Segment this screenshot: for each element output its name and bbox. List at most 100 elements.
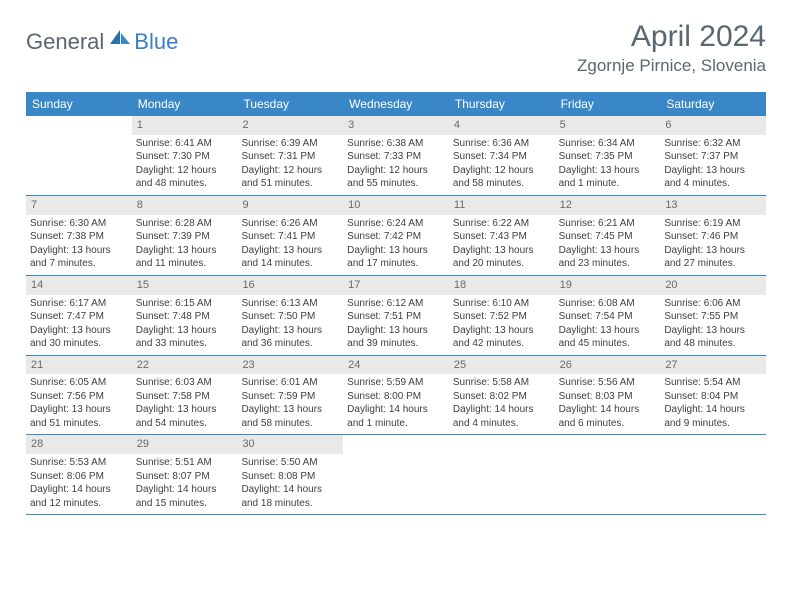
logo-sail-icon — [108, 28, 132, 51]
sunrise-text: Sunrise: 6:21 AM — [559, 217, 657, 231]
day-cell: 9Sunrise: 6:26 AMSunset: 7:41 PMDaylight… — [237, 196, 343, 275]
daylight-text: and 23 minutes. — [559, 257, 657, 271]
sunset-text: Sunset: 8:03 PM — [559, 390, 657, 404]
day-body: Sunrise: 6:17 AMSunset: 7:47 PMDaylight:… — [26, 295, 132, 355]
sunrise-text: Sunrise: 6:19 AM — [664, 217, 762, 231]
day-body: Sunrise: 6:06 AMSunset: 7:55 PMDaylight:… — [660, 295, 766, 355]
daylight-text: and 9 minutes. — [664, 417, 762, 431]
day-body: Sunrise: 6:15 AMSunset: 7:48 PMDaylight:… — [132, 295, 238, 355]
week-row: 21Sunrise: 6:05 AMSunset: 7:56 PMDayligh… — [26, 356, 766, 436]
location: Zgornje Pirnice, Slovenia — [577, 56, 766, 76]
day-number: 3 — [343, 116, 449, 135]
day-number: 29 — [132, 435, 238, 454]
logo-text-blue: Blue — [134, 29, 178, 55]
sunrise-text: Sunrise: 6:06 AM — [664, 297, 762, 311]
daylight-text: Daylight: 14 hours — [30, 483, 128, 497]
sunset-text: Sunset: 7:46 PM — [664, 230, 762, 244]
daylight-text: Daylight: 14 hours — [559, 403, 657, 417]
day-body: Sunrise: 6:21 AMSunset: 7:45 PMDaylight:… — [555, 215, 661, 275]
day-number: 11 — [449, 196, 555, 215]
day-cell: 27Sunrise: 5:54 AMSunset: 8:04 PMDayligh… — [660, 356, 766, 435]
day-cell: 17Sunrise: 6:12 AMSunset: 7:51 PMDayligh… — [343, 276, 449, 355]
sunset-text: Sunset: 7:33 PM — [347, 150, 445, 164]
day-number: 2 — [237, 116, 343, 135]
sunset-text: Sunset: 7:39 PM — [136, 230, 234, 244]
day-cell: 21Sunrise: 6:05 AMSunset: 7:56 PMDayligh… — [26, 356, 132, 435]
sunrise-text: Sunrise: 5:59 AM — [347, 376, 445, 390]
daylight-text: Daylight: 13 hours — [664, 324, 762, 338]
day-body: Sunrise: 6:34 AMSunset: 7:35 PMDaylight:… — [555, 135, 661, 195]
day-number: 4 — [449, 116, 555, 135]
month-title: April 2024 — [577, 20, 766, 54]
day-body: Sunrise: 6:36 AMSunset: 7:34 PMDaylight:… — [449, 135, 555, 195]
day-body: Sunrise: 5:54 AMSunset: 8:04 PMDaylight:… — [660, 374, 766, 434]
day-number: 23 — [237, 356, 343, 375]
daylight-text: Daylight: 13 hours — [559, 244, 657, 258]
day-cell: 28Sunrise: 5:53 AMSunset: 8:06 PMDayligh… — [26, 435, 132, 514]
daylight-text: and 48 minutes. — [136, 177, 234, 191]
daylight-text: Daylight: 13 hours — [136, 403, 234, 417]
day-number: 14 — [26, 276, 132, 295]
day-body: Sunrise: 6:24 AMSunset: 7:42 PMDaylight:… — [343, 215, 449, 275]
daylight-text: Daylight: 13 hours — [559, 324, 657, 338]
day-number: 10 — [343, 196, 449, 215]
sunset-text: Sunset: 7:45 PM — [559, 230, 657, 244]
day-number: 9 — [237, 196, 343, 215]
daylight-text: Daylight: 13 hours — [347, 244, 445, 258]
day-body: Sunrise: 6:28 AMSunset: 7:39 PMDaylight:… — [132, 215, 238, 275]
day-number: 13 — [660, 196, 766, 215]
daylight-text: and 12 minutes. — [30, 497, 128, 511]
daylight-text: Daylight: 13 hours — [241, 403, 339, 417]
daylight-text: and 1 minute. — [347, 417, 445, 431]
title-block: April 2024 Zgornje Pirnice, Slovenia — [577, 20, 766, 76]
sunrise-text: Sunrise: 6:41 AM — [136, 137, 234, 151]
daylight-text: and 18 minutes. — [241, 497, 339, 511]
week-row: 1Sunrise: 6:41 AMSunset: 7:30 PMDaylight… — [26, 116, 766, 196]
day-number: 15 — [132, 276, 238, 295]
daylight-text: Daylight: 13 hours — [136, 244, 234, 258]
day-cell: 16Sunrise: 6:13 AMSunset: 7:50 PMDayligh… — [237, 276, 343, 355]
sunrise-text: Sunrise: 6:13 AM — [241, 297, 339, 311]
sunset-text: Sunset: 7:54 PM — [559, 310, 657, 324]
daylight-text: and 6 minutes. — [559, 417, 657, 431]
day-number: 27 — [660, 356, 766, 375]
daylight-text: and 36 minutes. — [241, 337, 339, 351]
sunrise-text: Sunrise: 5:56 AM — [559, 376, 657, 390]
day-number: 25 — [449, 356, 555, 375]
day-cell: 1Sunrise: 6:41 AMSunset: 7:30 PMDaylight… — [132, 116, 238, 195]
day-number: 22 — [132, 356, 238, 375]
day-cell: 14Sunrise: 6:17 AMSunset: 7:47 PMDayligh… — [26, 276, 132, 355]
sunset-text: Sunset: 7:47 PM — [30, 310, 128, 324]
daylight-text: Daylight: 12 hours — [136, 164, 234, 178]
day-header-sat: Saturday — [660, 92, 766, 116]
sunrise-text: Sunrise: 6:38 AM — [347, 137, 445, 151]
sunrise-text: Sunrise: 6:12 AM — [347, 297, 445, 311]
day-number: 20 — [660, 276, 766, 295]
daylight-text: Daylight: 13 hours — [30, 403, 128, 417]
sunrise-text: Sunrise: 6:36 AM — [453, 137, 551, 151]
sunset-text: Sunset: 7:35 PM — [559, 150, 657, 164]
sunset-text: Sunset: 8:02 PM — [453, 390, 551, 404]
daylight-text: and 14 minutes. — [241, 257, 339, 271]
sunset-text: Sunset: 8:04 PM — [664, 390, 762, 404]
sunrise-text: Sunrise: 6:01 AM — [241, 376, 339, 390]
sunset-text: Sunset: 8:08 PM — [241, 470, 339, 484]
day-number: 17 — [343, 276, 449, 295]
day-body: Sunrise: 5:59 AMSunset: 8:00 PMDaylight:… — [343, 374, 449, 434]
day-cell: 24Sunrise: 5:59 AMSunset: 8:00 PMDayligh… — [343, 356, 449, 435]
daylight-text: and 42 minutes. — [453, 337, 551, 351]
day-cell: 29Sunrise: 5:51 AMSunset: 8:07 PMDayligh… — [132, 435, 238, 514]
day-number: 16 — [237, 276, 343, 295]
daylight-text: Daylight: 13 hours — [30, 324, 128, 338]
day-cell: 19Sunrise: 6:08 AMSunset: 7:54 PMDayligh… — [555, 276, 661, 355]
day-cell — [449, 435, 555, 514]
daylight-text: and 4 minutes. — [664, 177, 762, 191]
week-row: 7Sunrise: 6:30 AMSunset: 7:38 PMDaylight… — [26, 196, 766, 276]
sunset-text: Sunset: 7:50 PM — [241, 310, 339, 324]
day-number: 18 — [449, 276, 555, 295]
header: General Blue April 2024 Zgornje Pirnice,… — [0, 0, 792, 86]
daylight-text: Daylight: 13 hours — [347, 324, 445, 338]
sunrise-text: Sunrise: 5:53 AM — [30, 456, 128, 470]
day-body: Sunrise: 5:51 AMSunset: 8:07 PMDaylight:… — [132, 454, 238, 514]
day-body: Sunrise: 6:12 AMSunset: 7:51 PMDaylight:… — [343, 295, 449, 355]
